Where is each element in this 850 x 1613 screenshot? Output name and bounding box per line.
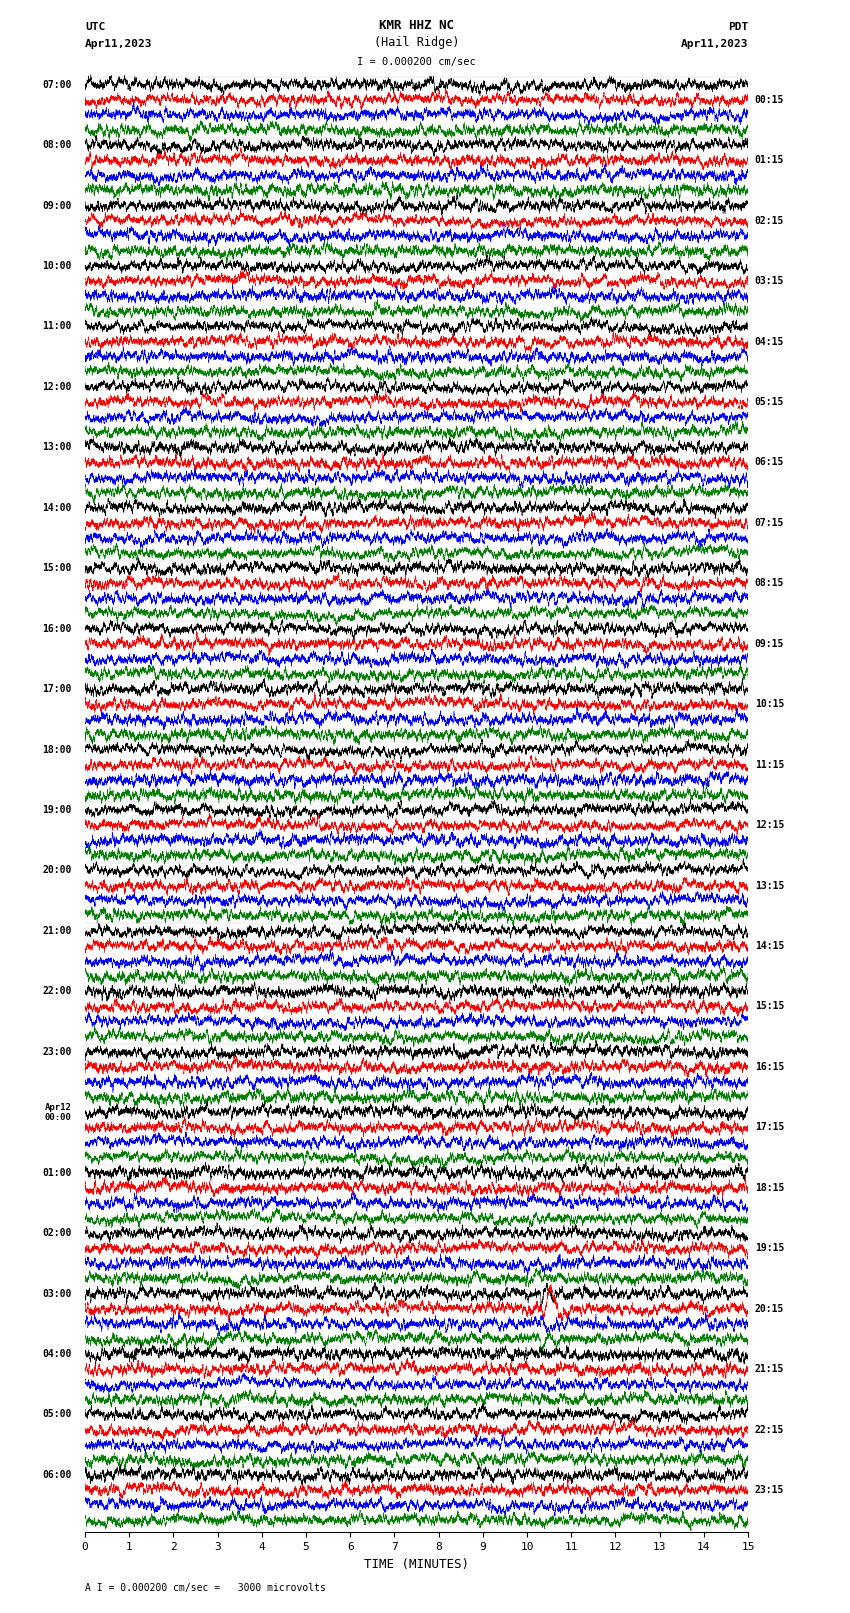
Text: PDT: PDT bbox=[728, 21, 748, 32]
Text: 12:00: 12:00 bbox=[42, 382, 71, 392]
Text: 15:15: 15:15 bbox=[755, 1002, 784, 1011]
Text: 09:15: 09:15 bbox=[755, 639, 784, 648]
Text: 05:15: 05:15 bbox=[755, 397, 784, 406]
Text: UTC: UTC bbox=[85, 21, 105, 32]
Text: 14:15: 14:15 bbox=[755, 940, 784, 952]
Text: 11:15: 11:15 bbox=[755, 760, 784, 769]
Text: 17:15: 17:15 bbox=[755, 1123, 784, 1132]
Text: KMR HHZ NC: KMR HHZ NC bbox=[379, 19, 454, 32]
Text: 07:00: 07:00 bbox=[42, 79, 71, 90]
Text: 11:00: 11:00 bbox=[42, 321, 71, 331]
Text: 17:00: 17:00 bbox=[42, 684, 71, 694]
Text: 16:00: 16:00 bbox=[42, 624, 71, 634]
X-axis label: TIME (MINUTES): TIME (MINUTES) bbox=[364, 1558, 469, 1571]
Text: 01:15: 01:15 bbox=[755, 155, 784, 165]
Text: 20:00: 20:00 bbox=[42, 866, 71, 876]
Text: Apr11,2023: Apr11,2023 bbox=[681, 39, 748, 50]
Text: 10:00: 10:00 bbox=[42, 261, 71, 271]
Text: 15:00: 15:00 bbox=[42, 563, 71, 573]
Text: Apr11,2023: Apr11,2023 bbox=[85, 39, 152, 50]
Text: 20:15: 20:15 bbox=[755, 1303, 784, 1313]
Text: (Hail Ridge): (Hail Ridge) bbox=[374, 35, 459, 50]
Text: 16:15: 16:15 bbox=[755, 1061, 784, 1073]
Text: 19:15: 19:15 bbox=[755, 1244, 784, 1253]
Text: 13:00: 13:00 bbox=[42, 442, 71, 452]
Text: 03:00: 03:00 bbox=[42, 1289, 71, 1298]
Text: 18:00: 18:00 bbox=[42, 745, 71, 755]
Text: 22:00: 22:00 bbox=[42, 987, 71, 997]
Text: Apr12
00:00: Apr12 00:00 bbox=[45, 1103, 71, 1123]
Text: 06:00: 06:00 bbox=[42, 1469, 71, 1479]
Text: 01:00: 01:00 bbox=[42, 1168, 71, 1177]
Text: 07:15: 07:15 bbox=[755, 518, 784, 527]
Text: 02:15: 02:15 bbox=[755, 216, 784, 226]
Text: I = 0.000200 cm/sec: I = 0.000200 cm/sec bbox=[357, 56, 476, 66]
Text: 04:15: 04:15 bbox=[755, 337, 784, 347]
Text: 03:15: 03:15 bbox=[755, 276, 784, 286]
Text: 19:00: 19:00 bbox=[42, 805, 71, 815]
Text: 21:15: 21:15 bbox=[755, 1365, 784, 1374]
Text: 10:15: 10:15 bbox=[755, 700, 784, 710]
Text: 14:00: 14:00 bbox=[42, 503, 71, 513]
Text: 08:00: 08:00 bbox=[42, 140, 71, 150]
Text: 06:15: 06:15 bbox=[755, 458, 784, 468]
Text: 00:15: 00:15 bbox=[755, 95, 784, 105]
Text: 04:00: 04:00 bbox=[42, 1348, 71, 1360]
Text: 05:00: 05:00 bbox=[42, 1410, 71, 1419]
Text: A I = 0.000200 cm/sec =   3000 microvolts: A I = 0.000200 cm/sec = 3000 microvolts bbox=[85, 1584, 326, 1594]
Text: 08:15: 08:15 bbox=[755, 579, 784, 589]
Text: 22:15: 22:15 bbox=[755, 1424, 784, 1434]
Text: 18:15: 18:15 bbox=[755, 1182, 784, 1192]
Text: 02:00: 02:00 bbox=[42, 1227, 71, 1239]
Text: 23:00: 23:00 bbox=[42, 1047, 71, 1057]
Text: 12:15: 12:15 bbox=[755, 819, 784, 831]
Text: 21:00: 21:00 bbox=[42, 926, 71, 936]
Text: 09:00: 09:00 bbox=[42, 200, 71, 211]
Text: 23:15: 23:15 bbox=[755, 1486, 784, 1495]
Text: 13:15: 13:15 bbox=[755, 881, 784, 890]
